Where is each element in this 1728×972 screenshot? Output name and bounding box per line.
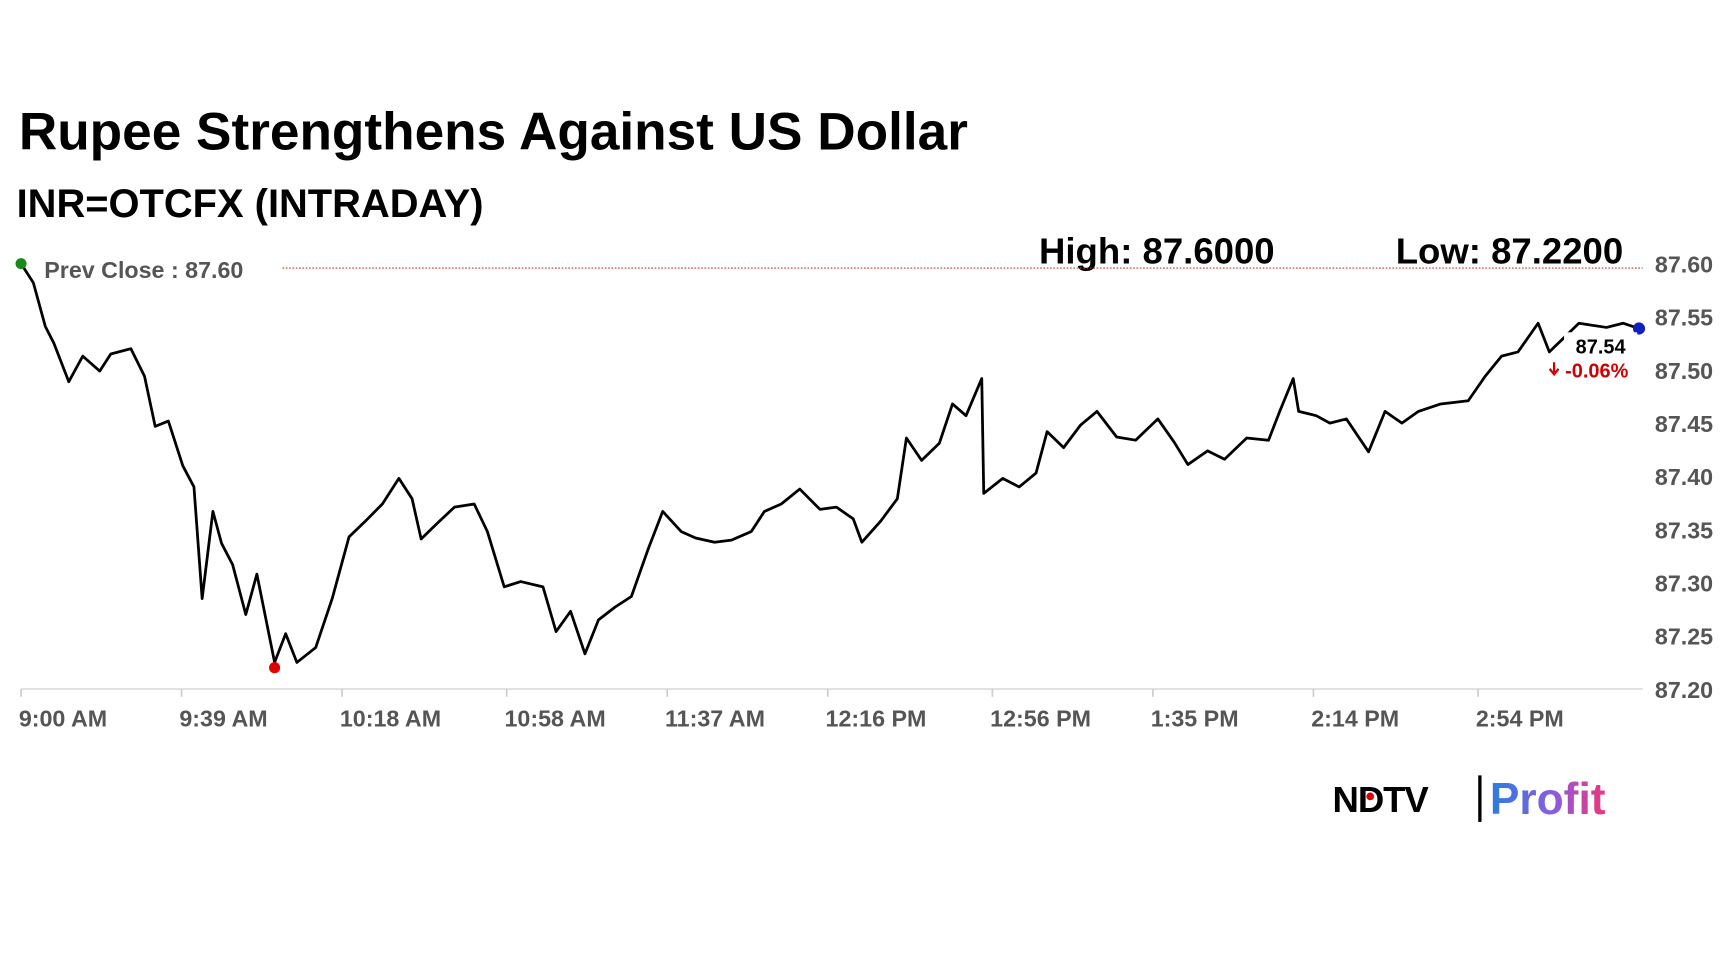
- change-label: -0.06%: [1565, 361, 1628, 383]
- chart-subtitle: INR=OTCFX (INTRADAY): [17, 182, 484, 226]
- start-point: [15, 258, 27, 270]
- end-point: [1632, 322, 1646, 335]
- y-tick-label: 87.35: [1655, 517, 1713, 543]
- y-tick-label: 87.20: [1655, 677, 1713, 703]
- y-tick-label: 87.45: [1655, 411, 1713, 437]
- x-tick-label: 12:56 PM: [990, 706, 1091, 732]
- brand-product: Profit: [1490, 775, 1606, 824]
- x-tick-label: 2:54 PM: [1476, 706, 1564, 732]
- price-line: [19, 262, 1640, 664]
- x-tick-label: 1:35 PM: [1151, 706, 1239, 732]
- x-tick-label: 2:14 PM: [1311, 706, 1399, 732]
- brand-logo: NDTV Profit: [1333, 775, 1606, 824]
- high-label: High: 87.6000: [1039, 231, 1275, 272]
- brand-dot: [1366, 792, 1375, 801]
- y-tick-label: 87.40: [1655, 464, 1713, 490]
- x-tick-label: 9:00 AM: [19, 706, 107, 732]
- y-tick-label: 87.30: [1655, 571, 1713, 597]
- x-tick-label: 9:39 AM: [179, 706, 267, 732]
- x-tick-label: 10:58 AM: [505, 706, 606, 732]
- low-label: Low: 87.2200: [1396, 231, 1624, 272]
- x-tick-label: 12:16 PM: [826, 706, 927, 732]
- chart-title: Rupee Strengthens Against US Dollar: [19, 103, 968, 162]
- plot-area: 87.20 87.25 87.30 87.35 87.40 87.45 87.50 87.55…: [15, 251, 1713, 732]
- down-arrow-icon: [1548, 362, 1560, 377]
- prev-close-label: Prev Close : 87.60: [44, 257, 243, 283]
- brand-name: NDTV: [1333, 779, 1430, 820]
- y-tick-label: 87.25: [1655, 624, 1713, 650]
- low-point: [269, 662, 281, 674]
- last-value-label: 87.54: [1576, 336, 1626, 358]
- x-tick-label: 11:37 AM: [665, 706, 765, 732]
- y-tick-label: 87.55: [1655, 305, 1713, 331]
- y-tick-label: 87.50: [1655, 358, 1713, 384]
- overlay: 87.54 -0.06%: [1548, 332, 1638, 384]
- y-tick-label: 87.60: [1655, 251, 1713, 277]
- x-tick-label: 10:18 AM: [340, 706, 441, 732]
- last-value-box: [1564, 332, 1638, 384]
